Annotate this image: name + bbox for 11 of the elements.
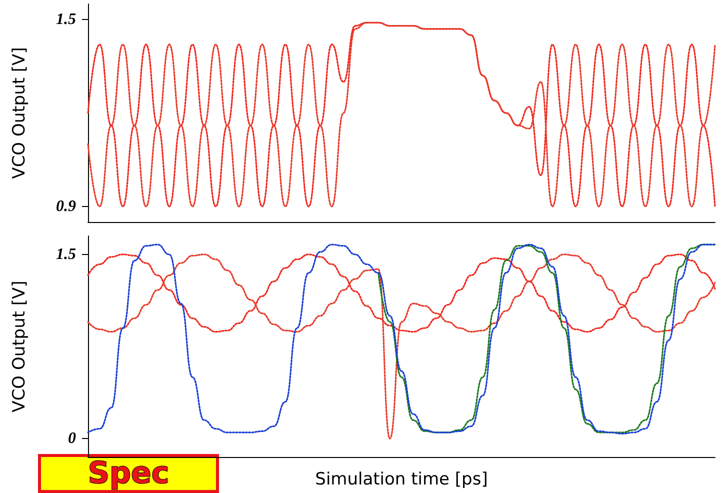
- y-axis-title: VCO Output [V]: [10, 47, 30, 179]
- annotation: Spec: [88, 456, 170, 491]
- x-axis-title: Simulation time [ps]: [315, 470, 488, 490]
- line-series: [87, 22, 716, 208]
- line-series: [87, 254, 716, 333]
- line-series: [377, 244, 716, 434]
- y-tick-label: 0.9: [56, 198, 76, 215]
- y-tick-label: 1.5: [56, 11, 76, 28]
- y-tick-label: 1.5: [56, 246, 76, 263]
- y-tick-label: 0: [68, 430, 76, 448]
- y-axis-title: VCO Output [V]: [10, 280, 30, 412]
